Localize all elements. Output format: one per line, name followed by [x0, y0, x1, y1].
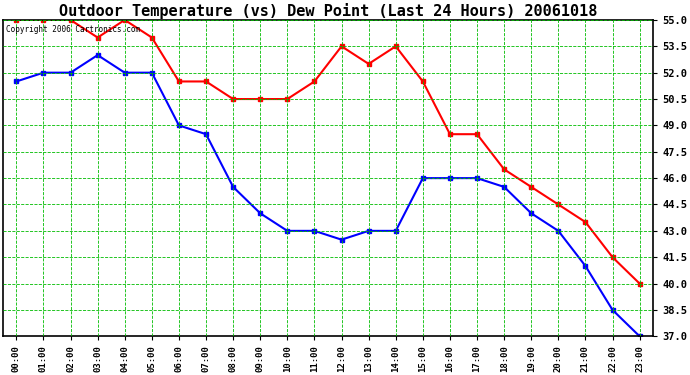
Title: Outdoor Temperature (vs) Dew Point (Last 24 Hours) 20061018: Outdoor Temperature (vs) Dew Point (Last… — [59, 3, 597, 19]
Text: Copyright 2006 Cartronics.com: Copyright 2006 Cartronics.com — [6, 25, 140, 34]
